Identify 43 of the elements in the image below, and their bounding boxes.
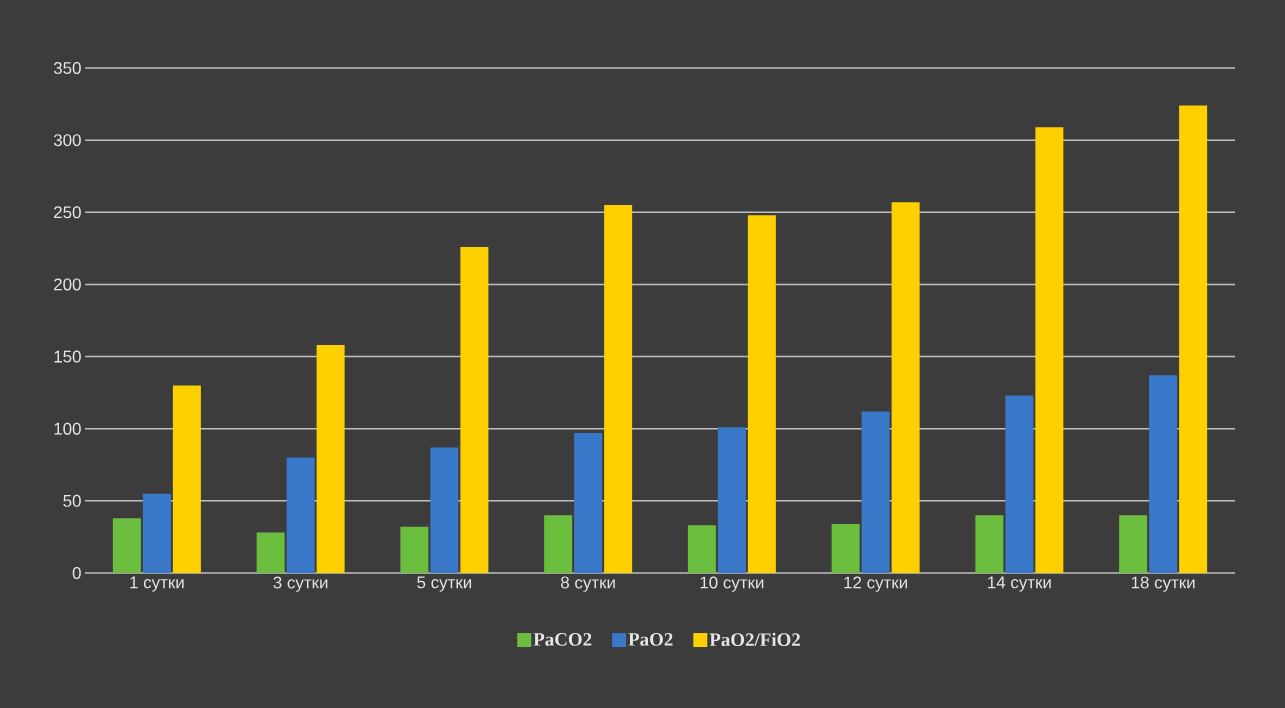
x-tick-label: 1 сутки: [130, 576, 184, 592]
bar: [1005, 395, 1034, 573]
bar: [891, 202, 920, 573]
bar: [544, 515, 573, 573]
x-tick-label: 5 сутки: [417, 576, 472, 592]
y-tick-label: 200: [54, 278, 81, 291]
y-tick-label: 50: [63, 494, 81, 507]
bar: [286, 457, 315, 573]
bar: [112, 518, 141, 573]
bar: [975, 515, 1004, 573]
bar: [430, 447, 459, 573]
bar: [687, 525, 716, 573]
bar: [1179, 105, 1208, 573]
bar: [861, 411, 890, 573]
x-tick-label: 12 сутки: [844, 576, 907, 592]
y-tick-label: 250: [54, 206, 81, 219]
x-tick-label: 10 сутки: [700, 576, 764, 592]
y-tick-label: 350: [53, 61, 81, 74]
bar: [142, 493, 171, 573]
legend-label: PaCO2: [533, 633, 592, 646]
bar: [604, 205, 633, 573]
y-tick-label: 150: [54, 350, 81, 363]
y-tick-label: 300: [53, 134, 81, 147]
legend-label: PaO2: [628, 633, 673, 646]
bar: [747, 215, 776, 573]
x-tick-label: 14 сутки: [988, 576, 1051, 592]
bar: [400, 526, 429, 573]
bar: [717, 427, 746, 573]
bar: [172, 385, 201, 573]
bar: [831, 523, 860, 573]
x-tick-label: 3 сутки: [273, 576, 328, 592]
bar: [1035, 127, 1064, 573]
bar: [316, 345, 345, 573]
y-tick-label: 0: [72, 566, 81, 579]
x-tick-label: 18 сутки: [1131, 576, 1195, 592]
bar: [1149, 375, 1178, 573]
bar: [256, 532, 285, 573]
legend-label: PaO2/FiO2: [709, 632, 800, 647]
bar: [574, 433, 603, 573]
bar: [460, 246, 489, 573]
x-tick-label: 8 сутки: [561, 576, 615, 592]
bar: [1119, 515, 1148, 573]
y-tick-label: 100: [54, 422, 81, 435]
